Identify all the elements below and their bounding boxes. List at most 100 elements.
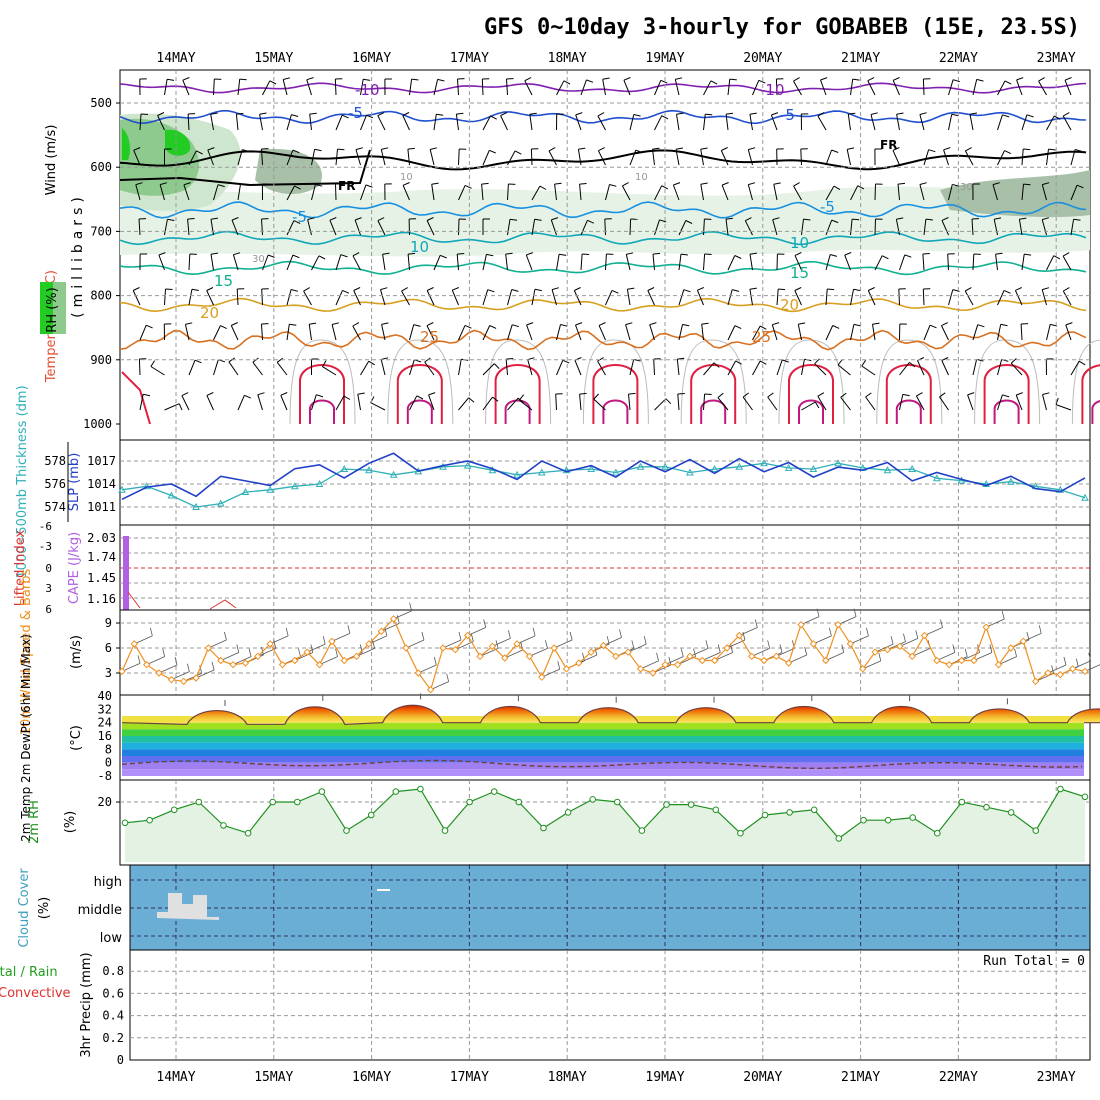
wind-barb — [1064, 80, 1072, 96]
wind10m-series — [118, 615, 1089, 694]
wind-barb-flag — [782, 359, 789, 363]
rh2m-series — [121, 785, 1089, 862]
wind-barb-flag — [1064, 77, 1072, 81]
wind-barb-flag — [341, 114, 349, 119]
wind-barb — [303, 290, 312, 306]
low-contour-inner — [895, 399, 922, 424]
rh2m-point — [515, 798, 523, 806]
wind-barb — [579, 184, 582, 201]
wind-barb — [654, 185, 663, 201]
wind-barb — [259, 114, 263, 131]
thickness-point — [340, 465, 349, 473]
slp-axis-label: SLP (mb) — [67, 453, 82, 512]
wind-barb — [703, 218, 705, 236]
wind-barb — [898, 288, 900, 306]
wind-barb — [752, 80, 760, 96]
wind-barb-flag — [622, 182, 629, 187]
wind-barb-flag — [732, 289, 740, 292]
wind-barb — [381, 324, 386, 341]
wind-barb — [139, 394, 144, 411]
wind-barb-flag — [759, 325, 767, 330]
wind-barb-flag — [316, 394, 324, 398]
thickness-point — [118, 485, 126, 493]
wind10m-point — [1031, 677, 1040, 686]
wind-barb-flag — [713, 362, 720, 368]
wind-barb-flag — [1024, 253, 1032, 256]
thickness-slp-panel: 578 576 574 1017 1014 1011 1000~500mb Thickne… — [15, 385, 1091, 579]
wind-barb — [360, 184, 367, 201]
wind-barb — [752, 325, 761, 341]
wind-barb — [307, 219, 312, 236]
wind-barb-flag — [896, 217, 904, 220]
wind-barb — [237, 395, 245, 411]
wind-barb-flag — [563, 80, 571, 85]
tick-label: 800 — [90, 289, 112, 303]
tick-label: 578 — [44, 454, 66, 468]
tick-label: 1011 — [87, 500, 116, 514]
wind10m-point — [649, 669, 657, 677]
rh2m-point — [540, 824, 547, 832]
isotherm-label: -5 — [820, 198, 835, 216]
wind-barb — [402, 115, 410, 131]
wind-barb-flag — [909, 362, 916, 368]
wind-barb — [727, 255, 736, 271]
wind-barb-flag — [294, 185, 301, 190]
wind10m-barb — [307, 643, 326, 653]
temp-band — [122, 756, 1084, 763]
wind-barb — [286, 324, 290, 341]
wind-barb — [1070, 219, 1075, 236]
wind-barb-flag — [1004, 80, 1012, 85]
wind-barb — [825, 325, 834, 341]
wind10m-barb-flag — [816, 608, 820, 617]
wind10m-barb-flag — [335, 648, 338, 657]
wind-barb — [749, 114, 753, 131]
wind-barb — [747, 184, 753, 201]
wind-barb — [481, 78, 484, 96]
wind-barb-flag — [440, 254, 447, 259]
wind-barb — [574, 360, 582, 376]
low-contour-outer — [592, 364, 639, 424]
wind-barb-flag — [509, 218, 518, 221]
wind-barb-flag — [1002, 394, 1010, 398]
wind-barb — [897, 184, 900, 201]
wind-barb-flag — [436, 113, 444, 116]
wind-barb-flag — [1000, 323, 1008, 327]
wind-barb — [604, 218, 606, 236]
wind-barb — [652, 254, 655, 271]
wind-barb-flag — [853, 288, 861, 292]
wind-barb — [402, 185, 410, 201]
wind10m-point — [710, 656, 719, 665]
wind-barb — [579, 394, 582, 411]
wind-barb-flag — [758, 79, 766, 84]
rh2m-point — [564, 809, 572, 816]
wind10m-barb — [936, 652, 956, 661]
wind10m-barb-flag — [890, 636, 894, 645]
tick-label: -8 — [98, 769, 112, 783]
wind-barb — [261, 148, 263, 166]
tick-label: 1000 — [83, 417, 112, 431]
wind-barb — [188, 253, 191, 271]
cape-y-axis: -6 -3 0 3 6 2.03 1.74 1.45 1.16 — [39, 520, 116, 616]
wind10m-barb — [516, 635, 536, 645]
low-contour-gray — [876, 339, 943, 425]
wind-barb — [575, 324, 582, 341]
wind-barb-flag — [772, 322, 780, 326]
low-contour-inner — [309, 399, 335, 424]
wind-barb-flag — [143, 393, 151, 397]
wind-barb — [276, 361, 288, 376]
wind-barb — [1046, 149, 1049, 166]
wind-barb — [311, 394, 317, 411]
wind-barb — [286, 149, 294, 166]
wind-barb — [407, 149, 410, 166]
wind-barb — [139, 325, 147, 341]
wind10m-barb-flag — [545, 640, 548, 649]
wind-barb-flag — [1048, 148, 1056, 151]
wind-barb-flag — [976, 78, 984, 82]
wind-barb — [424, 361, 435, 376]
wind-barb — [678, 254, 682, 271]
wind10m-point — [414, 669, 423, 677]
wind10m-barb-flag — [310, 644, 314, 653]
wind10m-barb — [689, 647, 709, 657]
wind-barb — [649, 324, 655, 341]
wind-barb-flag — [159, 182, 168, 186]
